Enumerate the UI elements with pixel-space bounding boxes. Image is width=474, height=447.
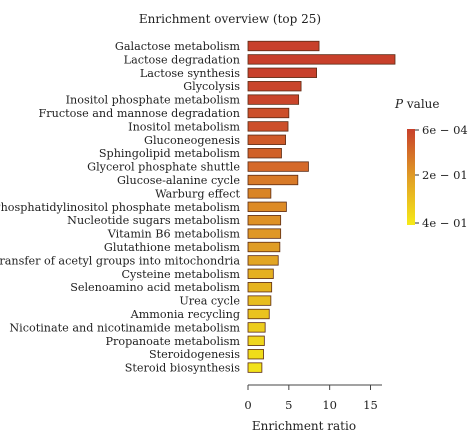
bar: [247, 228, 282, 239]
chart-title: Enrichment overview (top 25): [139, 12, 321, 26]
category-label: Selenoamino acid metabolism: [70, 281, 240, 294]
legend-title-rest: value: [403, 97, 439, 111]
category-label: Inositol metabolism: [128, 120, 240, 133]
bar: [247, 362, 263, 373]
category-label: Ammonia recycling: [130, 308, 240, 321]
x-tick-label: 0: [244, 398, 251, 412]
bar: [247, 268, 274, 279]
category-label: Lactose synthesis: [140, 67, 240, 80]
bar: [247, 161, 309, 172]
bar: [247, 255, 279, 266]
category-label: Glycolysis: [183, 80, 240, 93]
category-label: Propanoate metabolism: [105, 335, 240, 348]
category-label: Inositol phosphate metabolism: [66, 94, 241, 107]
bar: [247, 174, 299, 186]
bars: [247, 40, 396, 373]
category-label: Glycerol phosphate shuttle: [87, 161, 240, 174]
legend-colorbar: [407, 129, 415, 225]
category-label: Transfer of acetyl groups into mitochond…: [0, 254, 240, 267]
category-label: Galactose metabolism: [115, 40, 240, 53]
bar: [247, 94, 300, 105]
x-axis-title: Enrichment ratio: [252, 419, 356, 433]
bar: [247, 134, 286, 145]
bar: [247, 282, 273, 293]
legend-title-var: P: [394, 97, 404, 111]
category-label: Warburg effect: [155, 187, 240, 200]
x-tick-label: 5: [285, 398, 292, 412]
x-axis-ticks: 0 5 10 15: [244, 385, 378, 412]
category-label: Nucleotide sugars metabolism: [67, 214, 240, 227]
category-label: Urea cycle: [179, 295, 240, 308]
category-label: Glutathione metabolism: [104, 241, 240, 254]
legend-tick-label: 2e − 01: [422, 168, 468, 182]
legend-title: P value: [394, 97, 440, 111]
bar: [247, 322, 266, 333]
bar: [247, 349, 264, 360]
category-label: Nicotinate and nicotinamide metabolism: [9, 321, 240, 334]
bar: [247, 107, 290, 119]
bar: [247, 67, 317, 78]
category-label: Fructose and mannose degradation: [39, 107, 240, 120]
bar: [247, 241, 281, 253]
category-label: Glucose-alanine cycle: [117, 174, 240, 187]
bar: [247, 201, 287, 212]
bar: [247, 335, 265, 346]
bar: [247, 188, 272, 199]
bar: [247, 295, 272, 306]
category-label: Vitamin B6 metabolism: [107, 228, 241, 241]
legend-tick-label: 4e − 01: [422, 216, 468, 230]
bar: [247, 308, 270, 320]
category-label: Steroid biosynthesis: [125, 362, 241, 375]
category-label: Steroidogenesis: [149, 348, 240, 361]
legend-tick-label: 6e − 04: [422, 123, 468, 137]
bar: [247, 121, 289, 132]
bar: [247, 148, 282, 159]
pvalue-legend: P value 6e − 04 2e − 01 4e − 01: [394, 97, 468, 230]
category-label: Sphingolipid metabolism: [99, 147, 241, 160]
category-label: Lactose degradation: [124, 53, 240, 66]
category-label: Phosphatidylinositol phosphate metabolis…: [0, 201, 240, 214]
category-label: Gluconeogenesis: [144, 134, 240, 147]
x-tick-label: 10: [322, 398, 337, 412]
x-tick-label: 15: [363, 398, 378, 412]
bar: [247, 40, 320, 52]
bar: [247, 81, 302, 92]
bar: [247, 54, 396, 65]
bar: [247, 215, 282, 226]
category-label: Cysteine metabolism: [122, 268, 241, 281]
